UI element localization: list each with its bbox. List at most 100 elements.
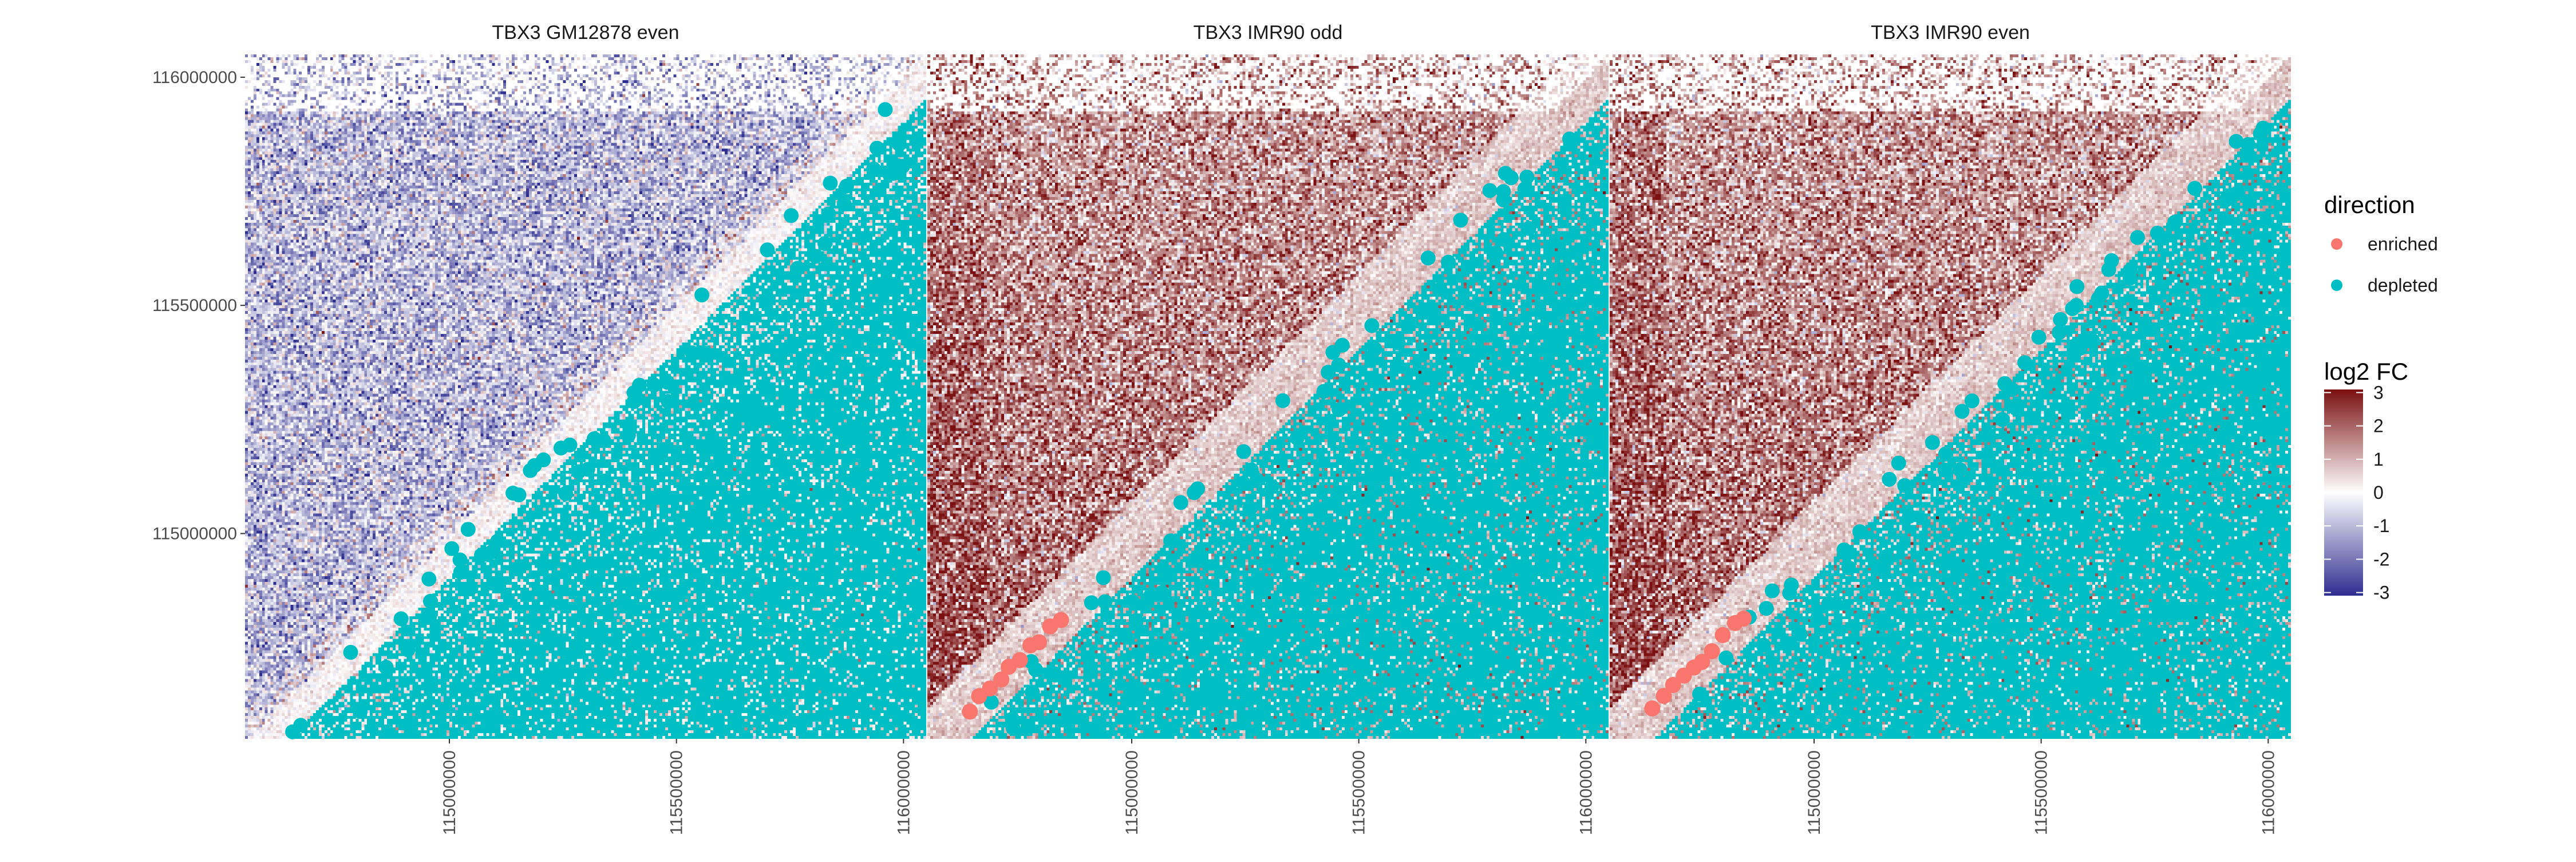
depleted-point: [1163, 533, 1179, 549]
depleted-point: [1420, 250, 1436, 266]
depleted-point: [2008, 400, 2024, 416]
depleted-point: [1332, 402, 1347, 418]
depleted-point: [1236, 444, 1251, 459]
legend-key-enriched: [2331, 238, 2342, 250]
depleted-points: [983, 131, 1577, 735]
depleted-point: [2004, 382, 2020, 397]
facet-title: TBX3 IMR90 even: [1871, 22, 2030, 44]
depleted-point: [1759, 601, 1774, 616]
colorbar-tick-label: -2: [2373, 549, 2389, 569]
depleted-point: [1498, 166, 1513, 181]
depleted-point: [2241, 148, 2256, 163]
x-tick-label: 116000000: [894, 750, 913, 835]
depleted-point: [1441, 254, 1456, 270]
colorbar-tick-label: -3: [2373, 582, 2389, 603]
depleted-point: [558, 486, 574, 501]
depleted-point: [353, 704, 368, 719]
depleted-point: [343, 644, 358, 660]
depleted-point: [1952, 462, 1967, 478]
facet-panel-3: TBX3 IMR90 even: [1610, 22, 2291, 739]
depleted-point: [2031, 329, 2046, 345]
depleted-point: [2167, 215, 2183, 230]
depleted-point: [1756, 637, 1771, 653]
depleted-point: [2065, 301, 2080, 316]
depleted-point: [1496, 232, 1512, 247]
heatmap-cells: [245, 54, 926, 739]
depleted-point: [836, 196, 852, 212]
depleted-point: [1187, 485, 1202, 501]
depleted-point: [890, 158, 906, 174]
depleted-point: [1143, 588, 1158, 604]
legend: direction enriched depleted log2 FC3 2 1 0 -1 -2…: [2324, 191, 2438, 603]
depleted-point: [444, 541, 460, 556]
depleted-point: [823, 175, 838, 191]
depleted-point: [808, 249, 823, 264]
colorbar-tick-label: -1: [2373, 515, 2389, 536]
x-tick-label: 115000000: [440, 750, 459, 835]
depleted-point: [790, 261, 805, 276]
depleted-point: [1878, 549, 1894, 565]
enriched-point: [1030, 634, 1047, 651]
facet-panels: TBX3 GM12878 even TBX3 IMR90 odd TBX3 IMR9…: [245, 22, 2291, 739]
depleted-point: [1784, 577, 1799, 593]
depleted-point: [1897, 478, 1913, 493]
legend-key-depleted: [2331, 280, 2342, 291]
enriched-point: [1012, 652, 1028, 668]
enriched-point: [1714, 627, 1731, 643]
depleted-point: [1096, 570, 1111, 585]
depleted-point: [869, 140, 884, 156]
depleted-point: [2094, 285, 2109, 301]
depleted-point: [646, 377, 662, 393]
depleted-point: [1488, 245, 1504, 261]
depleted-point: [1242, 501, 1258, 517]
depleted-point: [586, 431, 602, 447]
facet-title: TBX3 GM12878 even: [492, 22, 679, 44]
enriched-point: [1656, 688, 1672, 704]
depleted-point: [1028, 662, 1044, 678]
depleted-point: [784, 208, 799, 223]
depleted-point: [2052, 325, 2067, 340]
depleted-point: [453, 565, 468, 580]
depleted-point: [1316, 384, 1332, 399]
depleted-point: [760, 242, 775, 258]
x-tick-label: 116000000: [2259, 750, 2278, 835]
depleted-point: [562, 437, 578, 452]
depleted-point: [1562, 131, 1577, 147]
depleted-point: [1390, 335, 1406, 351]
depleted-point: [1521, 221, 1536, 236]
depleted-point: [2255, 120, 2271, 136]
depleted-point: [2187, 180, 2203, 196]
depleted-point: [878, 102, 893, 117]
depleted-point: [460, 522, 476, 537]
legend-label-depleted: depleted: [2368, 275, 2438, 296]
depleted-points: [1692, 120, 2271, 714]
depleted-point: [2130, 230, 2146, 245]
depleted-point: [1809, 611, 1825, 627]
depleted-point: [463, 580, 479, 596]
enriched-point: [982, 680, 998, 697]
x-tick-label: 115500000: [1350, 750, 1369, 835]
depleted-point: [1173, 495, 1188, 510]
depleted-point: [1925, 435, 1940, 450]
depleted-point: [1981, 427, 1996, 442]
depleted-point: [422, 609, 437, 624]
depleted-point: [1047, 666, 1062, 682]
depleted-point: [698, 345, 713, 361]
facet-title: TBX3 IMR90 odd: [1194, 22, 1343, 44]
y-tick-label: 115000000: [152, 525, 237, 544]
colorbar-tick-label: 3: [2373, 382, 2384, 403]
depleted-point: [1841, 560, 1856, 576]
enriched-point: [993, 671, 1010, 688]
depleted-point: [1453, 212, 1468, 228]
depleted-point: [1792, 627, 1808, 642]
depleted-point: [1236, 475, 1251, 491]
depleted-point: [694, 288, 710, 303]
depleted-point: [1289, 430, 1305, 446]
depleted-point: [2069, 279, 2085, 294]
depleted-point: [1097, 594, 1113, 609]
depleted-point: [2241, 137, 2256, 152]
depleted-point: [1005, 720, 1021, 735]
depleted-point: [1275, 393, 1290, 408]
direction-legend-title: direction: [2324, 191, 2415, 218]
